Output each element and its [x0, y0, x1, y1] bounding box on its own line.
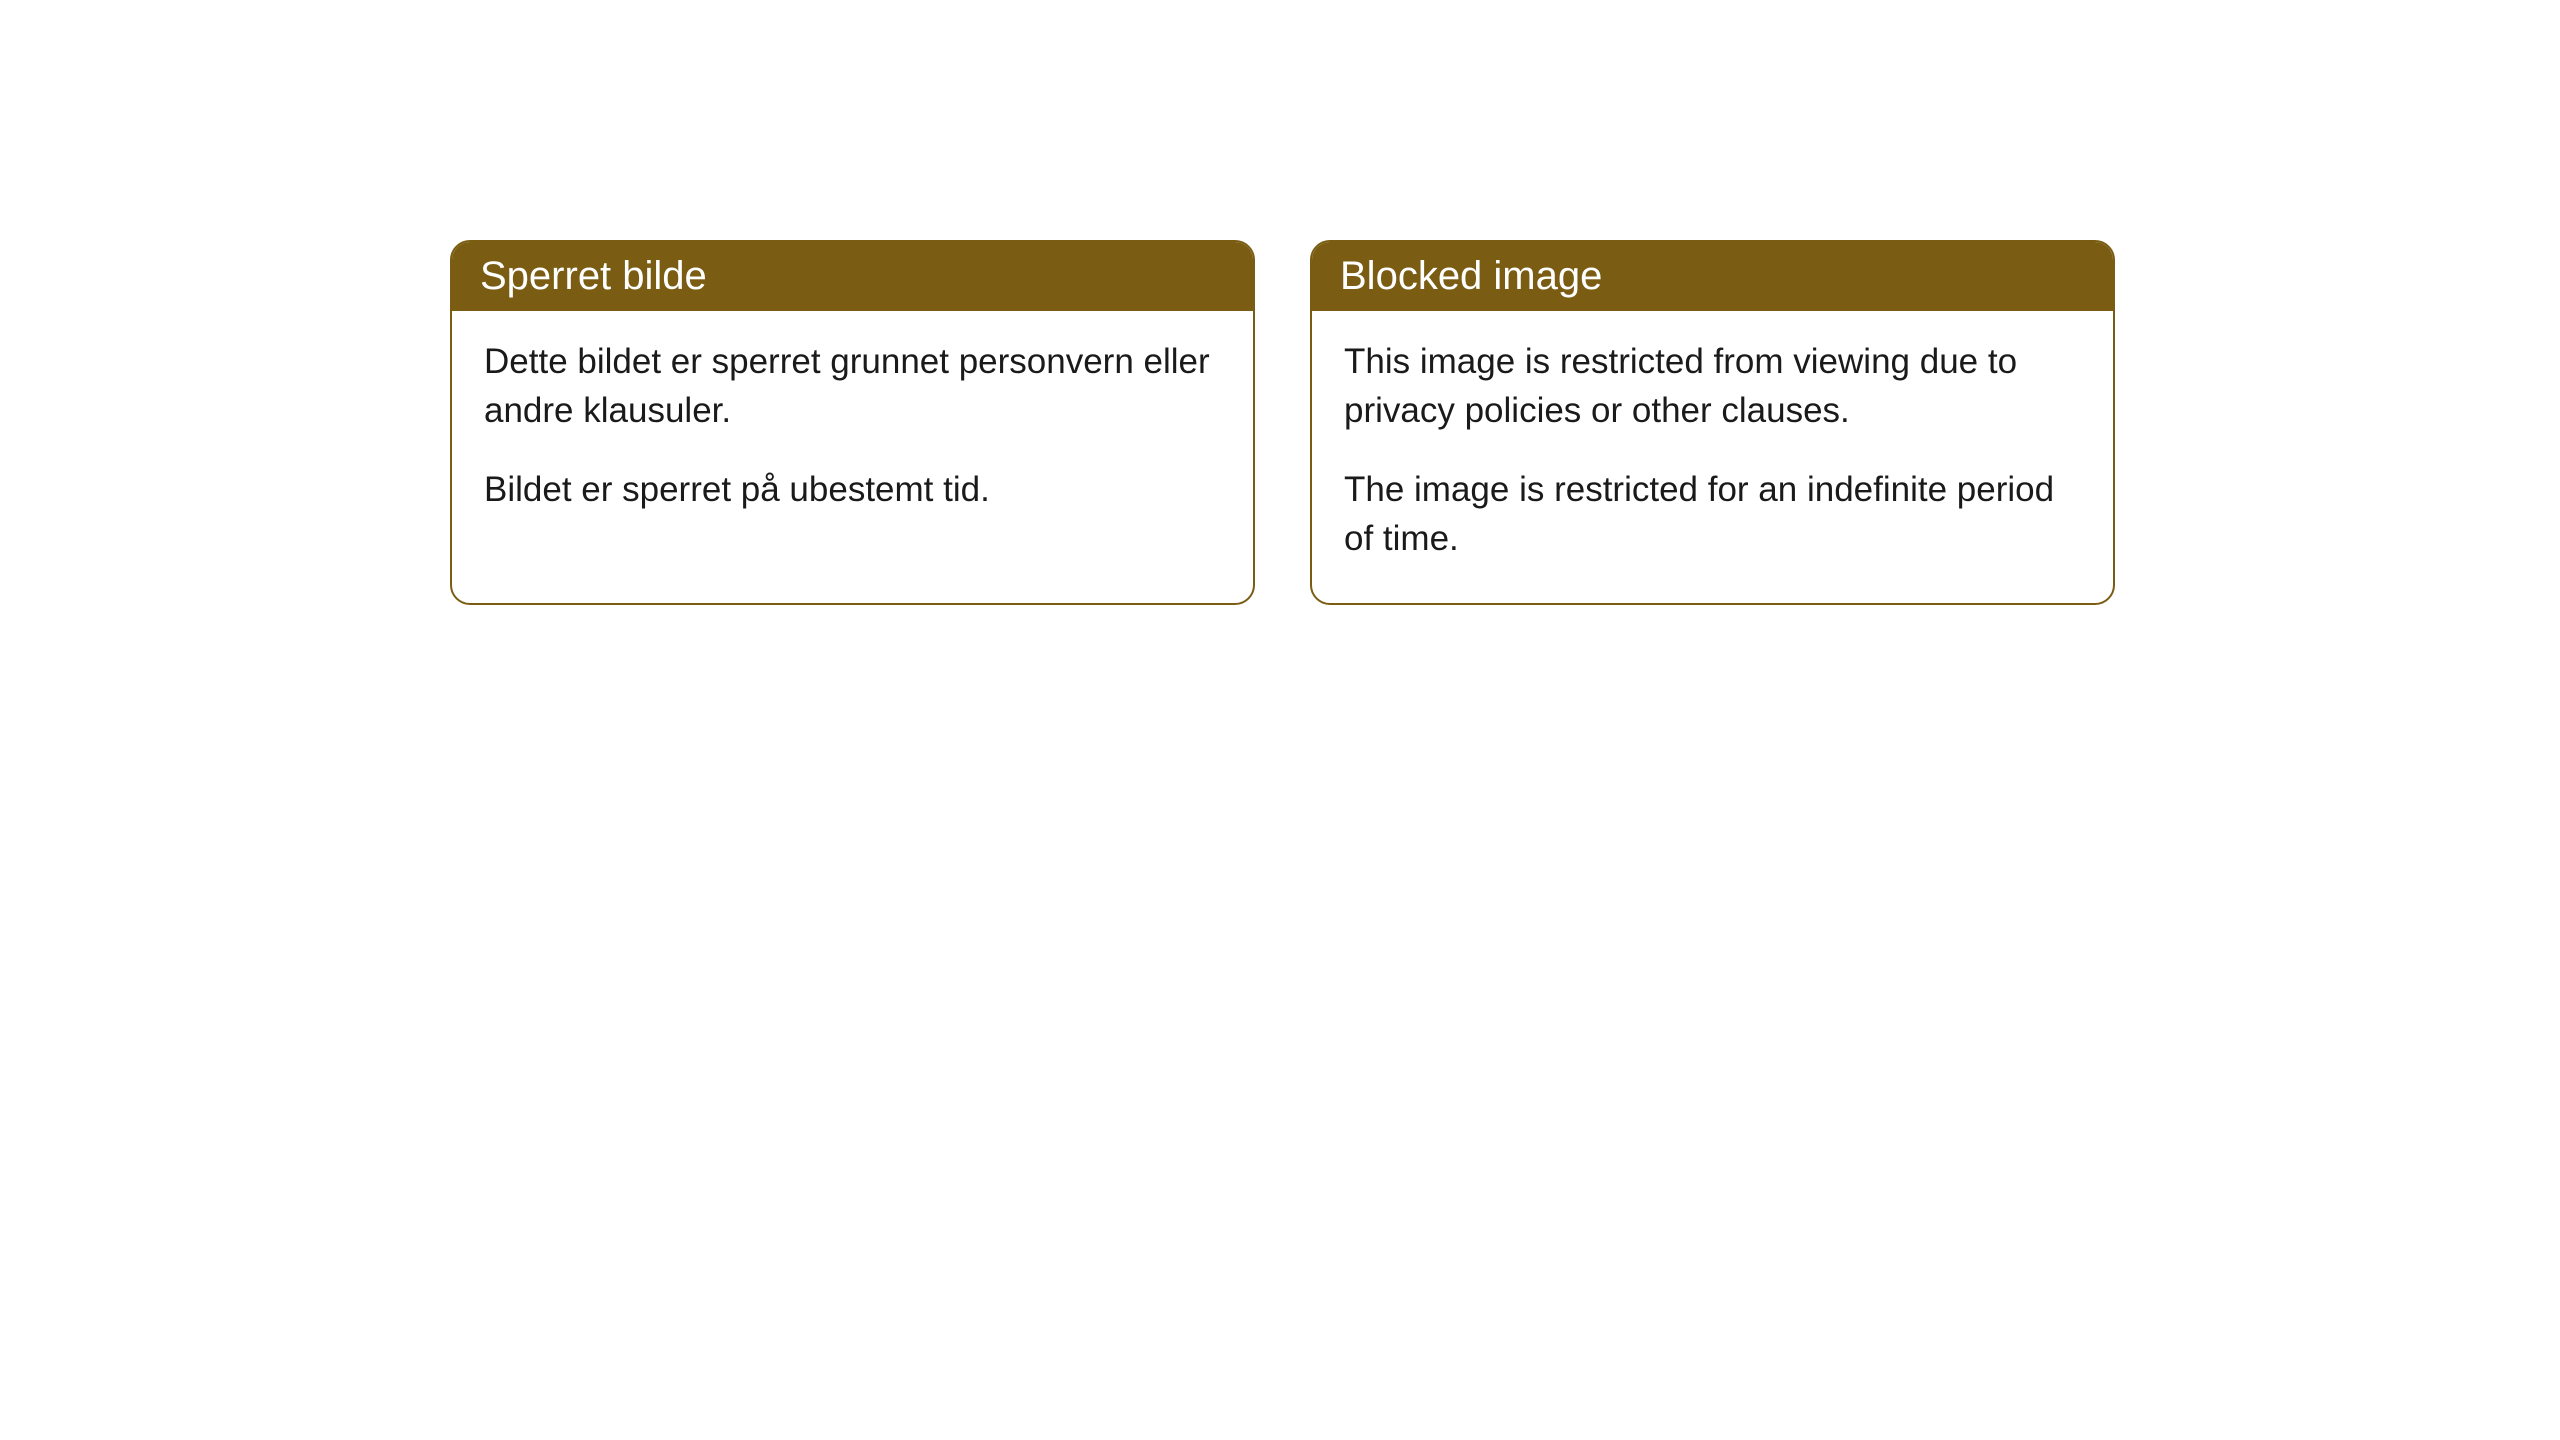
card-paragraph-norwegian-1: Dette bildet er sperret grunnet personve… — [484, 337, 1221, 435]
card-header-english: Blocked image — [1312, 242, 2113, 311]
notice-container: Sperret bilde Dette bildet er sperret gr… — [450, 240, 2115, 605]
card-body-norwegian: Dette bildet er sperret grunnet personve… — [452, 311, 1253, 554]
card-title-english: Blocked image — [1340, 254, 1602, 298]
card-body-english: This image is restricted from viewing du… — [1312, 311, 2113, 603]
blocked-image-card-norwegian: Sperret bilde Dette bildet er sperret gr… — [450, 240, 1255, 605]
card-header-norwegian: Sperret bilde — [452, 242, 1253, 311]
card-title-norwegian: Sperret bilde — [480, 254, 707, 298]
card-paragraph-norwegian-2: Bildet er sperret på ubestemt tid. — [484, 465, 1221, 514]
card-paragraph-english-1: This image is restricted from viewing du… — [1344, 337, 2081, 435]
card-paragraph-english-2: The image is restricted for an indefinit… — [1344, 465, 2081, 563]
blocked-image-card-english: Blocked image This image is restricted f… — [1310, 240, 2115, 605]
